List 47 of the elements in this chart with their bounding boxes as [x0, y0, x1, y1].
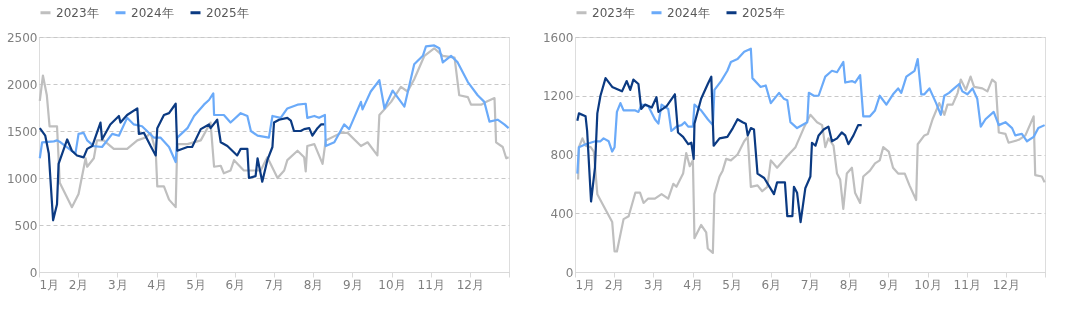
x-tick-label: 4月 — [683, 277, 703, 292]
y-tick-label: 2500 — [6, 30, 38, 45]
x-tick-label: 3月 — [108, 277, 128, 292]
legend-label: 2025年 — [206, 5, 249, 20]
x-tick-label: 2月 — [68, 277, 89, 292]
y-tick-label: 2000 — [6, 77, 38, 92]
line-series — [38, 44, 510, 164]
x-tick-label: 12月 — [456, 277, 484, 292]
legend-label: 2025年 — [742, 5, 785, 20]
x-tick-label: 10月 — [378, 277, 406, 292]
x-tick-label: 6月 — [225, 277, 246, 292]
y-tick-label: 1200 — [542, 89, 574, 104]
y-tick-label: 400 — [550, 206, 574, 221]
x-tick-label: 5月 — [186, 277, 206, 292]
x-tick-label: 1月 — [39, 277, 60, 292]
x-tick-label: 12月 — [992, 277, 1020, 292]
x-tick-label: 10月 — [914, 277, 942, 292]
line-series — [576, 75, 863, 224]
x-tick-label: 11月 — [417, 277, 445, 292]
line-series — [576, 47, 1046, 175]
x-tick-label: 2月 — [604, 277, 625, 292]
x-tick-label: 9月 — [343, 277, 363, 292]
y-tick-label: 0 — [29, 265, 38, 280]
x-tick-label: 8月 — [303, 277, 324, 292]
x-tick-label: 7月 — [264, 277, 285, 292]
y-tick-label: 1500 — [6, 124, 38, 139]
legend-label: 2023年 — [56, 5, 99, 20]
x-tick-label: 7月 — [800, 277, 821, 292]
x-tick-label: 1月 — [575, 277, 596, 292]
x-tick-label: 6月 — [761, 277, 782, 292]
x-tick-label: 4月 — [147, 277, 167, 292]
y-tick-label: 1600 — [542, 30, 574, 45]
y-tick-label: 0 — [565, 265, 574, 280]
y-tick-label: 500 — [14, 218, 38, 233]
legend-label: 2024年 — [667, 5, 710, 20]
legend-label: 2024年 — [131, 5, 174, 20]
x-tick-label: 3月 — [644, 277, 664, 292]
y-tick-label: 1000 — [6, 171, 38, 186]
y-tick-label: 800 — [550, 148, 574, 162]
x-tick-label: 5月 — [722, 277, 742, 292]
x-tick-label: 8月 — [839, 277, 860, 292]
x-tick-label: 9月 — [879, 277, 899, 292]
line-series — [38, 102, 326, 222]
legend-label: 2023年 — [592, 5, 635, 20]
line-series — [38, 47, 510, 209]
line-series — [577, 75, 1046, 255]
x-tick-label: 11月 — [953, 277, 981, 292]
